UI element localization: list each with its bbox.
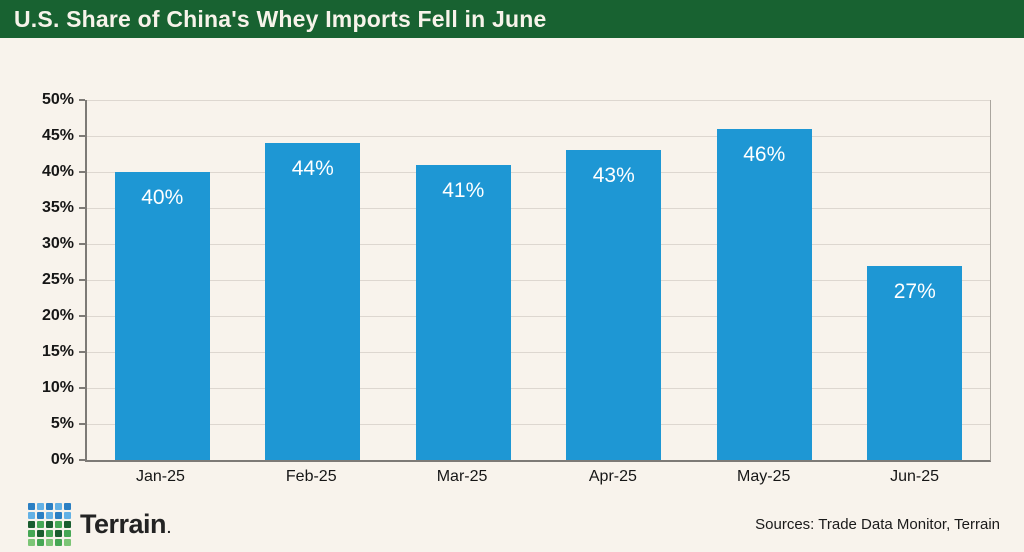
logo-square (55, 511, 62, 519)
y-axis-tick-label: 50% (41, 91, 74, 108)
y-axis-tick-label: 20% (41, 307, 74, 324)
y-axis-tick-mark (79, 207, 85, 209)
brand-text: Terrain (80, 508, 167, 539)
y-axis-tick-label: 35% (41, 199, 74, 216)
brand: Terrain . (28, 502, 171, 546)
bar-slot: 27% (840, 100, 991, 460)
x-axis-labels: Jan-25 Feb-25 Mar-25 Apr-25 May-25 Jun-25 (85, 468, 990, 486)
logo-square (64, 502, 71, 510)
gridline (87, 136, 990, 137)
x-axis-tick-label: Apr-25 (588, 468, 637, 485)
bar-value-label: 41% (442, 178, 485, 202)
logo-square (28, 511, 35, 519)
gridline (87, 388, 990, 389)
x-axis-tick-label: Jan-25 (135, 468, 185, 485)
logo-square (46, 529, 53, 537)
bar-value-label: 46% (743, 142, 786, 166)
bar-slot: 46% (689, 100, 840, 460)
header-bar: U.S. Share of China's Whey Imports Fell … (0, 0, 1024, 38)
y-axis-tick-mark (79, 315, 85, 317)
logo-square (55, 529, 62, 537)
bar-May-25: 46% (716, 128, 812, 460)
x-axis-tick-label: May-25 (737, 468, 791, 485)
logo-square (55, 502, 62, 510)
y-axis-tick-label: 30% (41, 235, 74, 252)
y-axis-tick-mark (79, 135, 85, 137)
gridline (87, 352, 990, 353)
logo-square (37, 538, 44, 546)
y-axis-tick-mark (79, 171, 85, 173)
y-axis-tick-label: 25% (41, 271, 74, 288)
y-axis-tick-mark (79, 279, 85, 281)
logo-square (28, 538, 35, 546)
logo-square (46, 511, 53, 519)
bar-chart: 40% 44% 41% 43% 46% 27% Jan-25 Feb-25 Mar-25 Apr… (0, 38, 1024, 490)
bar-Jun-25: 27% (867, 265, 963, 460)
logo-square (55, 538, 62, 546)
y-axis-tick-mark (79, 243, 85, 245)
logo-square (46, 520, 53, 528)
bar-value-label: 44% (291, 157, 334, 181)
y-axis-tick-mark (79, 423, 85, 425)
page-title: U.S. Share of China's Whey Imports Fell … (14, 5, 547, 32)
logo-square (28, 502, 35, 510)
y-axis-tick-mark (79, 459, 85, 461)
logo-square (64, 538, 71, 546)
y-axis-tick-mark (79, 387, 85, 389)
bar-slot: 41% (388, 100, 539, 460)
y-axis-tick-label: 40% (41, 163, 74, 180)
bar-Apr-25: 43% (566, 150, 662, 460)
plot-area: 40% 44% 41% 43% 46% 27% (85, 100, 991, 462)
gridline (87, 208, 990, 209)
y-axis-tick-label: 45% (41, 127, 74, 144)
bar-slot: 43% (539, 100, 690, 460)
logo-square (28, 529, 35, 537)
bar-value-label: 40% (141, 186, 184, 209)
x-axis-tick-label: Mar-25 (436, 468, 488, 485)
y-axis-tick-mark (79, 351, 85, 353)
sources-text: Sources: Trade Data Monitor, Terrain (755, 515, 1000, 533)
logo-square (64, 529, 71, 537)
logo-square (64, 511, 71, 519)
bar-Mar-25: 41% (415, 164, 511, 460)
bar-slot: 40% (87, 100, 238, 460)
logo-square (46, 538, 53, 546)
gridline (87, 424, 990, 425)
gridline (87, 316, 990, 317)
logo-square (37, 511, 44, 519)
y-axis-tick-label: 15% (41, 343, 74, 360)
gridline (87, 244, 990, 245)
brand-suffix: . (167, 519, 171, 536)
logo-square (37, 529, 44, 537)
bar-Jan-25: 40% (114, 172, 210, 460)
bar-Feb-25: 44% (265, 143, 361, 460)
logo-square (28, 520, 35, 528)
logo-square (55, 520, 62, 528)
x-axis-tick-label: Feb-25 (285, 468, 337, 485)
logo-square (64, 520, 71, 528)
bar-value-label: 27% (893, 279, 936, 303)
footer: Terrain . Sources: Trade Data Monitor, T… (28, 500, 1000, 548)
bar-slot: 44% (238, 100, 389, 460)
logo-square (37, 502, 44, 510)
y-axis-tick-label: 10% (41, 379, 74, 396)
gridline (87, 280, 990, 281)
bar-value-label: 43% (592, 164, 635, 188)
gridline (87, 172, 990, 173)
logo-square (37, 520, 44, 528)
brand-name: Terrain . (80, 508, 171, 540)
y-axis-tick-label: 5% (50, 415, 74, 432)
x-axis-tick-label: Jun-25 (890, 468, 940, 485)
gridline (87, 100, 990, 101)
y-axis-tick-label: 0% (50, 451, 74, 468)
logo-square (46, 502, 53, 510)
terrain-logo-icon (28, 502, 71, 546)
y-axis-tick-mark (79, 99, 85, 101)
